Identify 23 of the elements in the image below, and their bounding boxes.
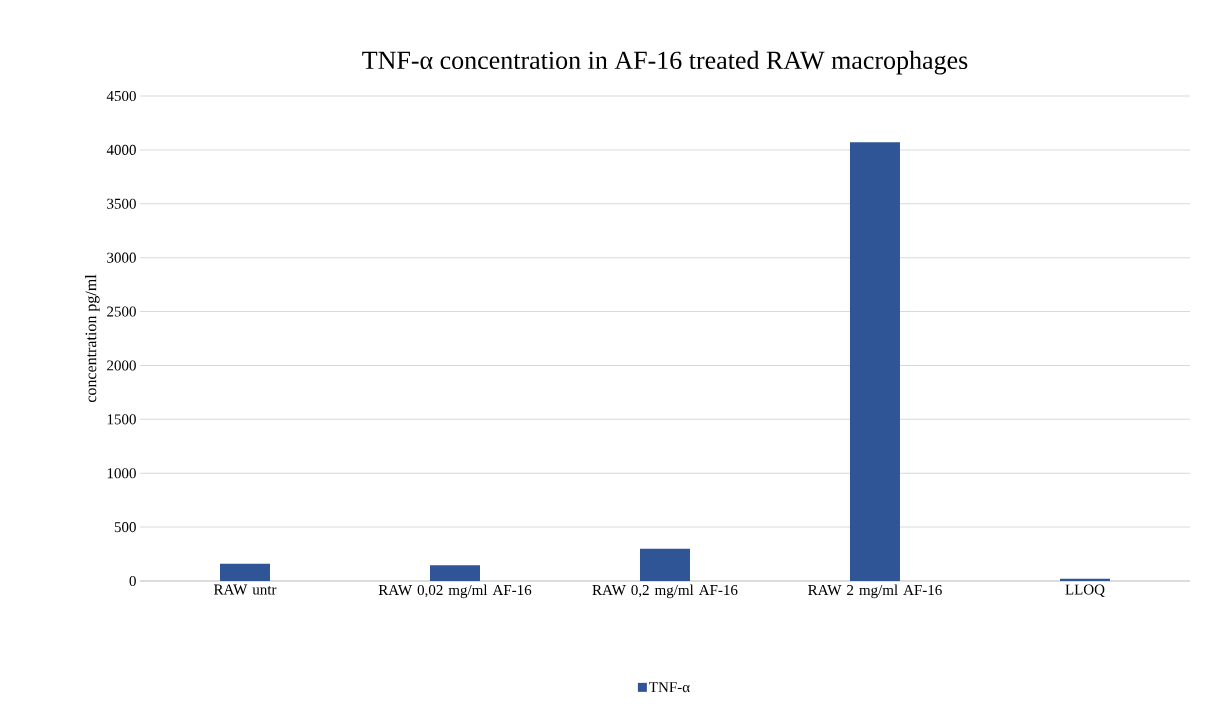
y-axis-title: concentration pg/ml	[85, 274, 100, 403]
y-tick-label: 4000	[106, 144, 136, 155]
y-tick-label: 1000	[107, 468, 136, 479]
y-tick-label: 4500	[106, 90, 136, 102]
y-tick-label: 3000	[107, 252, 136, 263]
bar	[429, 565, 480, 581]
legend-label: TNF-α	[649, 682, 690, 693]
y-tick-label: 1500	[107, 414, 136, 425]
chart-title: TNF-α concentration in AF-16 treated RAW macrophages	[362, 50, 968, 75]
x-tick-label: RAW 0,02 mg/ml AF-16	[378, 584, 532, 599]
y-tick-label: 500	[114, 522, 136, 533]
x-tick-label: RAW 0,2 mg/ml AF-16	[592, 584, 738, 599]
bar	[849, 142, 900, 581]
y-tick-label: 2500	[107, 306, 136, 317]
bar	[639, 548, 690, 581]
x-tick-label: RAW untr	[213, 584, 277, 595]
x-tick-label: RAW 2 mg/ml AF-16	[808, 584, 942, 599]
bar	[1059, 578, 1110, 581]
y-tick-label: 2000	[107, 360, 136, 371]
x-tick-label: LLOQ	[1065, 584, 1105, 597]
y-tick-label: 0	[129, 575, 136, 587]
bar	[220, 563, 270, 581]
y-tick-label: 3500	[107, 198, 136, 209]
